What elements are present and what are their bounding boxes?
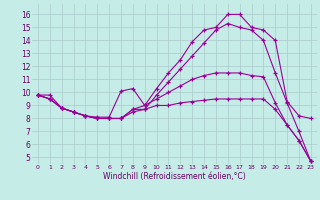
X-axis label: Windchill (Refroidissement éolien,°C): Windchill (Refroidissement éolien,°C) — [103, 172, 246, 181]
